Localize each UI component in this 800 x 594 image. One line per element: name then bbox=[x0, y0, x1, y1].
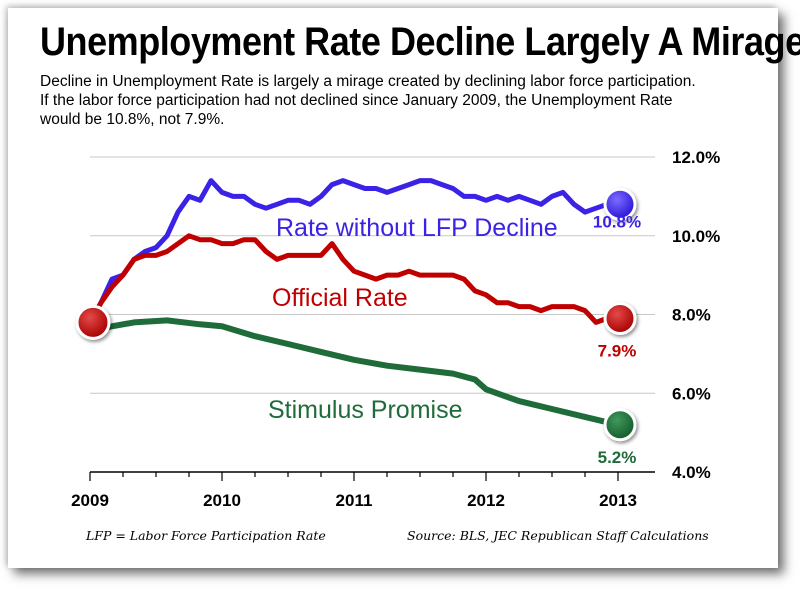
series-name-label: Rate without LFP Decline bbox=[276, 214, 558, 242]
subtitle-line: If the labor force participation had not… bbox=[40, 92, 673, 109]
series-name-label: Stimulus Promise bbox=[268, 396, 463, 424]
series-line bbox=[87, 233, 621, 325]
y-tick-label: 8.0% bbox=[672, 306, 711, 325]
series-line bbox=[87, 178, 610, 325]
subtitle-line: would be 10.8%, not 7.9%. bbox=[40, 111, 225, 128]
x-axis bbox=[89, 471, 655, 481]
end-point-marker bbox=[603, 301, 637, 335]
end-point-marker bbox=[603, 187, 637, 221]
chart-panel bbox=[8, 8, 778, 568]
gridlines bbox=[90, 156, 655, 473]
y-tick-label: 6.0% bbox=[672, 384, 711, 403]
chart-title: Unemployment Rate Decline Largely A Mira… bbox=[40, 20, 800, 64]
footnote-lfp: LFP = Labor Force Participation Rate bbox=[86, 528, 326, 543]
x-tick-label: 2010 bbox=[203, 491, 241, 510]
series-line bbox=[87, 317, 621, 428]
x-tick-label: 2011 bbox=[336, 491, 373, 510]
x-tick-label: 2009 bbox=[71, 491, 109, 510]
end-value-label: 5.2% bbox=[598, 448, 637, 467]
source-note: Source: BLS, JEC Republican Staff Calcul… bbox=[407, 528, 709, 543]
start-point-marker bbox=[75, 304, 111, 340]
labels-layer: 12.0% 10.0% 8.0% 6.0% 4.0% 2009 2010 2011 2012 20… bbox=[71, 148, 720, 510]
end-value-label: 7.9% bbox=[598, 341, 637, 360]
end-value-label: 10.8% bbox=[593, 212, 641, 231]
x-tick-label: 2012 bbox=[467, 491, 505, 510]
series-layer bbox=[75, 178, 637, 442]
subtitle-line: Decline in Unemployment Rate is largely … bbox=[40, 73, 696, 90]
y-tick-label: 12.0% bbox=[672, 148, 720, 167]
chart-subtitle: Decline in Unemployment Rate is largely … bbox=[40, 72, 740, 129]
series-name-label: Official Rate bbox=[272, 284, 408, 312]
y-tick-label: 10.0% bbox=[672, 227, 720, 246]
y-tick-label: 4.0% bbox=[672, 463, 711, 482]
end-point-marker bbox=[603, 408, 637, 442]
x-tick-label: 2013 bbox=[599, 491, 637, 510]
